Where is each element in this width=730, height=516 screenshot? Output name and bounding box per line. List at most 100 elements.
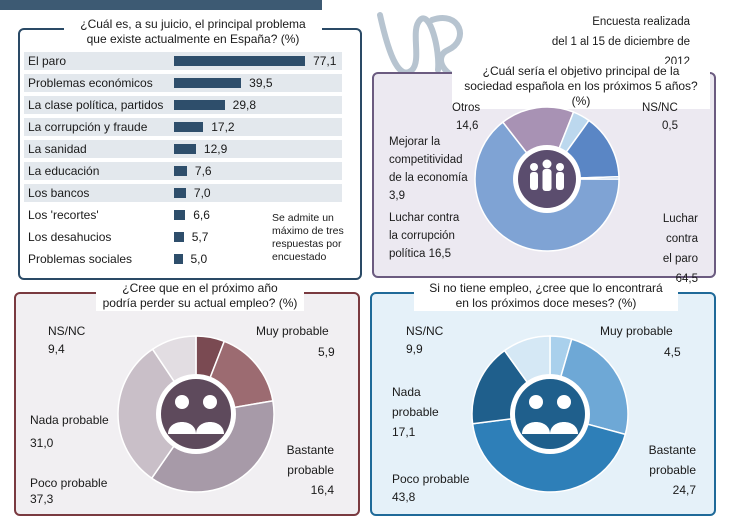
bar-label: La sanidad — [28, 142, 87, 156]
bar-row: La educación 7,6 — [24, 162, 342, 180]
bar-row: La clase política, partidos 29,8 — [24, 96, 342, 114]
bar — [174, 188, 186, 198]
bar-value: 39,5 — [249, 76, 273, 90]
chart1-title-line1: ¿Cuál es, a su juicio, el principal prob… — [80, 17, 306, 31]
chart1-note: Se admite un máximo de tres respuestas p… — [272, 212, 344, 263]
donut-inner — [515, 379, 585, 449]
label-competitividad: Mejorar la competitividad de la economía… — [389, 133, 468, 205]
bar-track — [174, 188, 334, 198]
chart3-title-line2: podría perder su actual empleo? (%) — [102, 296, 298, 310]
label-paro-1: Luchar contra — [662, 213, 698, 245]
value-comp: 3,9 — [389, 190, 405, 202]
bar-label: La educación — [28, 164, 100, 178]
label-paro: Luchar contra el paro 64,5 — [628, 209, 698, 289]
bar-label: La clase política, partidos — [28, 98, 164, 112]
survey-note: Encuesta realizada del 1 al 15 de diciem… — [540, 12, 690, 72]
find-job-donut — [471, 335, 629, 493]
bar-label: Los desahucios — [28, 230, 112, 244]
chart1-title: ¿Cuál es, a su juicio, el principal prob… — [64, 17, 322, 47]
bar-track — [174, 210, 334, 220]
bar-track — [174, 56, 334, 66]
bar-value: 5,0 — [190, 252, 208, 266]
label-bast-find-1: Bastante — [648, 443, 696, 457]
bar-track — [174, 166, 334, 176]
bar — [174, 122, 204, 132]
label-comp-1: Mejorar la — [389, 136, 441, 148]
bar — [174, 166, 187, 176]
bar-value: 17,2 — [211, 120, 235, 134]
label-nsnc-find: NS/NC — [406, 324, 444, 338]
bar-label: Los 'recortes' — [28, 208, 99, 222]
bar-label: La corrupción y fraude — [28, 120, 148, 134]
bar-value: 12,9 — [203, 142, 228, 156]
label-muy-lose: Muy probable — [256, 324, 329, 338]
chart4-title: Si no tiene empleo, ¿cree que lo encontr… — [414, 281, 678, 311]
bar-row: El paro 77,1 — [24, 52, 342, 70]
label-bast-find-2: probable — [649, 463, 696, 477]
bar-value: 77,1 — [313, 54, 337, 68]
bar — [174, 56, 306, 66]
bar-row: La sanidad 12,9 — [24, 140, 342, 158]
value-nsnc-lose: 9,4 — [48, 342, 65, 356]
chart1-title-line2: que existe actualmente en España? (%) — [86, 32, 300, 46]
bar-track — [174, 254, 334, 264]
label-nada-find-1: Nada — [392, 385, 421, 399]
chart3-title: ¿Cree que en el próximo año podría perde… — [96, 281, 304, 311]
label-comp-3: de la economía — [389, 172, 468, 184]
bar — [174, 144, 196, 154]
bar-row: Problemas sociales 5,0 — [24, 250, 342, 268]
value-otros: 14,6 — [456, 120, 479, 132]
bar-track — [174, 78, 334, 88]
chart2-title-line1: ¿Cuál sería el objetivo principal de la — [482, 64, 680, 78]
label-otros: Otros — [452, 102, 481, 114]
label-corrupcion: Luchar contra la corrupción política 16,… — [389, 209, 459, 263]
label-paro-2: el paro — [662, 253, 698, 265]
bar-row: Los 'recortes' 6,6 — [24, 206, 342, 224]
chart2-title: ¿Cuál sería el objetivo principal de la … — [452, 64, 710, 109]
value-bast-find: 24,7 — [672, 483, 696, 497]
value-nada-find: 17,1 — [392, 425, 416, 439]
value-nsnc-obj: 0,5 — [662, 120, 678, 132]
bar — [174, 78, 242, 88]
objective-donut — [474, 106, 620, 252]
value-paro: 64,5 — [675, 273, 698, 285]
label-poco-find: Poco probable — [392, 472, 470, 486]
label-bastante-lose: Bastante probable 16,4 — [272, 440, 334, 500]
bar-row: La corrupción y fraude 17,2 — [24, 118, 342, 136]
bar — [174, 232, 184, 242]
bar-label: Problemas económicos — [28, 76, 153, 90]
chart4-title-line1: Si no tiene empleo, ¿cree que lo encontr… — [429, 281, 663, 295]
donut-slice — [578, 175, 620, 180]
value-poco-find: 43,8 — [392, 490, 416, 504]
label-nada-find: Nada probable 17,1 — [392, 382, 439, 442]
bar-value: 6,6 — [193, 208, 210, 222]
workers-icon — [168, 395, 224, 434]
bar-row: Problemas económicos 39,5 — [24, 74, 342, 92]
label-comp-2: competitividad — [389, 154, 463, 166]
bar-row: Los desahucios 5,7 — [24, 228, 342, 246]
label-corr-2: la corrupción — [389, 230, 455, 242]
bar-value: 7,0 — [193, 186, 211, 200]
bar-value: 29,8 — [232, 98, 257, 112]
label-poco-lose: Poco probable — [30, 476, 108, 490]
label-nsnc-lose: NS/NC — [48, 324, 86, 338]
label-nada-lose: Nada probable — [30, 413, 109, 427]
header-bar — [0, 0, 322, 10]
chart4-title-line2: en los próximos doce meses? (%) — [455, 296, 637, 310]
people-group-icon — [530, 159, 564, 191]
workers-icon — [522, 395, 578, 434]
label-muy-find: Muy probable — [600, 324, 673, 338]
value-muy-find: 4,5 — [664, 345, 681, 359]
label-nada-find-2: probable — [392, 405, 439, 419]
value-nsnc-find: 9,9 — [406, 342, 423, 356]
bar-track — [174, 122, 334, 132]
label-nsnc-obj: NS/NC — [642, 102, 678, 114]
bar-label: Problemas sociales — [28, 252, 133, 266]
value-muy-lose: 5,9 — [318, 345, 335, 359]
bar-track — [174, 232, 334, 242]
bar-track — [174, 100, 334, 110]
label-bast-lose-2: probable — [287, 463, 334, 477]
value-bast-lose: 16,4 — [310, 483, 334, 497]
bar-label: El paro — [28, 54, 67, 68]
label-corr-3: política 16,5 — [389, 248, 452, 260]
